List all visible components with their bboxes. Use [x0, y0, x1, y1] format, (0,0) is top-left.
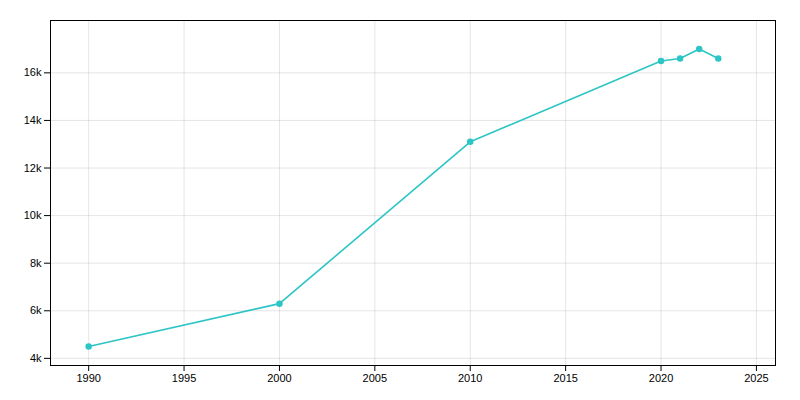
svg-text:10k: 10k — [24, 209, 42, 221]
svg-text:6k: 6k — [30, 304, 42, 316]
svg-text:16k: 16k — [24, 66, 42, 78]
svg-text:1990: 1990 — [76, 372, 100, 384]
svg-text:8k: 8k — [30, 257, 42, 269]
svg-text:2005: 2005 — [363, 372, 387, 384]
svg-text:4k: 4k — [30, 352, 42, 364]
svg-text:12k: 12k — [24, 162, 42, 174]
svg-text:2025: 2025 — [744, 372, 768, 384]
svg-text:2010: 2010 — [458, 372, 482, 384]
svg-text:2020: 2020 — [649, 372, 673, 384]
svg-text:1995: 1995 — [172, 372, 196, 384]
svg-text:2015: 2015 — [553, 372, 577, 384]
svg-text:2000: 2000 — [267, 372, 291, 384]
svg-text:14k: 14k — [24, 114, 42, 126]
